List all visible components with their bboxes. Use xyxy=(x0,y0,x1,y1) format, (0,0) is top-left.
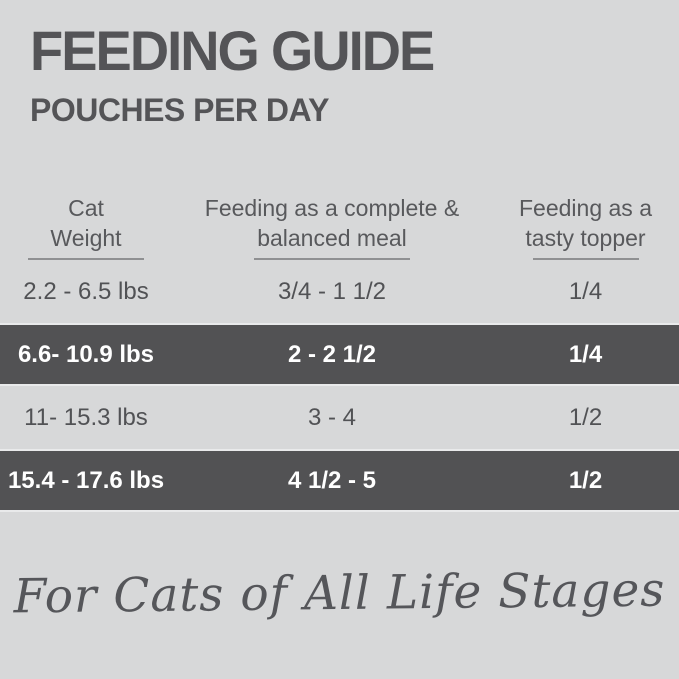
column-header-line: Weight xyxy=(50,225,122,251)
cell-weight: 15.4 - 17.6 lbs xyxy=(7,466,165,494)
cell-weight: 6.6- 10.9 lbs xyxy=(17,340,155,368)
cell-meal: 3/4 - 1 1/2 xyxy=(277,277,387,305)
cell-meal: 4 1/2 - 5 xyxy=(287,466,377,494)
cell-meal: 3 - 4 xyxy=(307,403,357,431)
feeding-table: Cat Weight Feeding as a complete & balan… xyxy=(0,190,679,512)
cell-topper: 1/4 xyxy=(568,340,603,368)
table-row: 11- 15.3 lbs 3 - 4 1/2 xyxy=(0,386,679,449)
table-header-row: Cat Weight Feeding as a complete & balan… xyxy=(0,190,679,260)
column-header-cat-weight: Cat Weight xyxy=(0,193,172,260)
column-header-line: balanced meal xyxy=(257,225,407,251)
column-header-tasty-topper: Feeding as a tasty topper xyxy=(492,193,679,260)
column-header-line: Feeding as a xyxy=(519,195,652,221)
column-header-line: Cat xyxy=(68,195,104,221)
column-header-line: Feeding as a complete & xyxy=(204,195,460,221)
page-title: FEEDING GUIDE xyxy=(30,19,435,82)
column-header-line: tasty topper xyxy=(525,225,646,251)
column-header-complete-meal: Feeding as a complete & balanced meal xyxy=(172,193,492,260)
table-row: 2.2 - 6.5 lbs 3/4 - 1 1/2 1/4 xyxy=(0,260,679,323)
cell-weight: 11- 15.3 lbs xyxy=(24,403,148,431)
table-row-highlighted: 15.4 - 17.6 lbs 4 1/2 - 5 1/2 xyxy=(0,449,679,512)
header-underline xyxy=(28,258,144,260)
table-row-highlighted: 6.6- 10.9 lbs 2 - 2 1/2 1/4 xyxy=(0,323,679,386)
cell-topper: 1/2 xyxy=(568,466,603,494)
cell-meal: 2 - 2 1/2 xyxy=(287,340,377,368)
panel-header: FEEDING GUIDE POUCHES PER DAY xyxy=(30,19,446,129)
header-underline xyxy=(254,258,410,260)
header-underline xyxy=(532,258,639,260)
page-subtitle: POUCHES PER DAY xyxy=(30,92,329,128)
footer-tagline: For Cats of All Life Stages xyxy=(13,562,666,625)
cell-topper: 1/4 xyxy=(568,277,603,305)
cell-weight: 2.2 - 6.5 lbs xyxy=(23,277,149,305)
cell-topper: 1/2 xyxy=(568,403,603,431)
